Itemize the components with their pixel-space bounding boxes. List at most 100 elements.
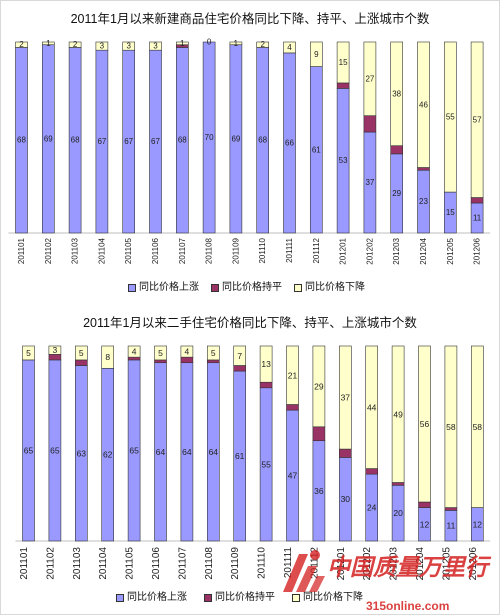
data-label-rise: 61	[235, 451, 245, 461]
bar-segment-fall	[470, 345, 484, 508]
bar-segment-fall	[365, 345, 379, 469]
legend-item-flat: 同比价格持平	[211, 282, 282, 294]
x-tick-label: 201103	[72, 547, 83, 580]
bar-segment-fall	[127, 345, 141, 358]
chart-2-x-tick-labels: 201101 201102 201103 201104 201105 201106 2011…	[19, 547, 479, 581]
chart-1-legend: 同比价格上涨 同比价格持平 同比价格下降	[128, 282, 365, 294]
watermark-logo-dot	[310, 550, 320, 560]
x-tick-label: 201108	[204, 547, 215, 580]
bar-segment-flat	[312, 426, 326, 442]
data-label-rise: 23	[419, 197, 428, 206]
legend-label-rise: 同比价格上涨	[139, 282, 199, 293]
bar-segment-flat	[365, 468, 379, 475]
legend-item-rise: 同比价格上涨	[128, 282, 199, 294]
bar-segment-fall	[180, 345, 194, 358]
data-label-fall: 8	[105, 352, 110, 362]
bar-segment-flat	[444, 507, 458, 511]
x-tick-label: 201112	[309, 547, 320, 579]
bar-segment-fall	[286, 345, 299, 405]
bar-segment-flat	[470, 197, 484, 204]
bar-segment-fall	[15, 41, 28, 48]
bar-segment-fall	[443, 41, 457, 193]
bar-segment-flat	[233, 365, 246, 372]
x-tick-label: 201108	[205, 237, 214, 264]
data-label-fall: 5	[211, 348, 216, 358]
bar-segment-flat	[180, 356, 194, 364]
data-label-rise: 62	[103, 450, 113, 460]
data-label-rise: 11	[446, 521, 455, 531]
data-label-fall: 1	[180, 39, 185, 48]
x-tick-label: 201202	[365, 237, 374, 264]
x-tick-label: 201205	[441, 547, 452, 581]
chart-2-plot: 6556536356286546456446456175513472136293…	[15, 345, 491, 581]
bar-segment-fall	[122, 41, 135, 51]
data-label-rise: 36	[314, 486, 324, 496]
data-label-rise: 65	[129, 445, 139, 455]
x-tick-label: 201204	[419, 237, 428, 264]
x-tick-label: 201105	[125, 547, 136, 580]
bar-segment-flat	[338, 448, 352, 458]
watermark-name: 中国质量万里行	[327, 555, 488, 581]
data-label-rise: 30	[341, 494, 351, 504]
data-label-fall: 56	[420, 419, 430, 429]
data-label-fall: 15	[339, 58, 348, 67]
data-label-fall: 57	[473, 115, 482, 124]
x-tick-label: 201107	[178, 237, 187, 264]
bar-segment-fall	[444, 345, 458, 508]
data-label-fall: 4	[185, 347, 190, 357]
data-label-fall: 4	[132, 347, 137, 357]
bar-segment-fall	[390, 41, 404, 146]
watermark-logo-stroke	[283, 554, 308, 592]
data-label-fall: 2	[19, 40, 24, 49]
legend-swatch-fall	[292, 594, 300, 602]
data-label-rise: 65	[50, 445, 60, 455]
chart-1-plot: 68 2 69 1 68 2 67 3 67 3 67 3 68 1 70 0 69 1 68 2 66 4 61 9 53 15…	[8, 38, 491, 265]
x-tick-label: 201104	[98, 547, 109, 580]
data-label-fall: 2	[73, 40, 78, 49]
watermark-site: 315online.com	[366, 599, 450, 613]
data-label-fall: 5	[158, 348, 163, 358]
data-label-rise: 66	[285, 138, 294, 147]
bar-segment-flat	[391, 482, 405, 486]
data-label-rise: 37	[365, 178, 374, 187]
x-tick-label: 201102	[45, 547, 56, 580]
x-tick-label: 201102	[44, 237, 53, 264]
data-label-rise: 63	[77, 448, 87, 458]
bar-segment-fall	[207, 345, 220, 361]
data-label-rise: 12	[473, 519, 483, 529]
data-label-rise: 15	[446, 208, 455, 217]
bar-segment-fall	[391, 345, 405, 483]
chart-1-x-tick-labels: 201101 201102 201103 201104 201105 201106 2011…	[17, 237, 482, 264]
bar-segment-flat	[127, 356, 141, 361]
watermark-logo	[283, 550, 325, 592]
bar-segment-fall	[417, 41, 430, 168]
x-tick-label: 201206	[473, 237, 482, 264]
legend-swatch-fall	[294, 284, 302, 292]
x-tick-label: 201104	[97, 237, 106, 264]
data-label-rise: 64	[182, 447, 192, 457]
legend-label-fall: 同比价格下降	[305, 282, 365, 293]
data-label-fall: 55	[446, 113, 455, 122]
data-label-rise: 12	[420, 519, 430, 529]
data-label-rise: 64	[156, 447, 166, 457]
legend-label-flat: 同比价格持平	[215, 592, 275, 603]
x-tick-label: 201110	[258, 237, 267, 263]
data-label-rise: 68	[71, 136, 80, 145]
bar-segment-flat	[336, 82, 350, 89]
bar-segment-flat	[48, 354, 62, 361]
data-label-rise: 67	[124, 137, 133, 146]
data-label-fall: 1	[46, 39, 51, 48]
bar-segment-flat	[286, 404, 299, 411]
data-label-rise: 69	[44, 134, 53, 143]
x-tick-label: 201107	[177, 547, 188, 580]
data-label-rise: 70	[205, 133, 214, 142]
data-label-fall: 13	[261, 359, 271, 369]
bar-segment-fall	[256, 41, 269, 48]
data-label-rise: 68	[178, 136, 187, 145]
data-label-fall: 27	[365, 74, 374, 83]
data-label-fall: 38	[392, 89, 401, 98]
x-tick-label: 201201	[339, 237, 348, 264]
data-label-fall: 58	[446, 422, 456, 432]
x-tick-label: 201101	[17, 237, 26, 264]
x-tick-label: 201109	[231, 237, 240, 264]
